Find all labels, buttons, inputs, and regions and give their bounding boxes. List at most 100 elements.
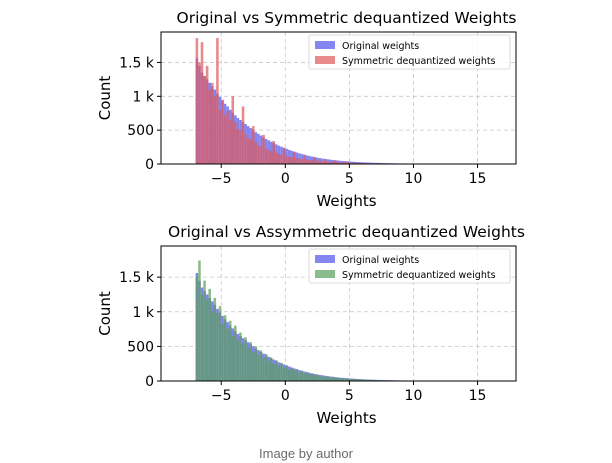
histogram-bar — [308, 159, 311, 164]
chart-bottom: −5 0 5 10 15 0 500 1 k 1.5 k Original vs Assymmet… — [96, 223, 525, 427]
histogram-bar — [216, 38, 219, 164]
histogram-bar — [305, 372, 309, 381]
chart-top: −5 0 5 10 15 0 500 1 k 1.5 k Original vs Symmetri… — [96, 9, 519, 210]
y-tick-label: 0 — [145, 374, 154, 390]
x-tick-label: 5 — [345, 171, 354, 187]
histogram-bar — [249, 139, 252, 164]
histogram-bar — [326, 376, 329, 381]
legend-swatch — [315, 255, 335, 263]
histogram-bar — [223, 115, 227, 164]
histogram-bar — [359, 162, 363, 164]
histogram-bar — [346, 161, 350, 164]
histogram-bar — [203, 76, 206, 164]
histogram-bar — [282, 367, 286, 381]
histogram-bar — [336, 160, 340, 164]
chart-title: Original vs Assymmetric dequantized Weig… — [168, 223, 525, 241]
histogram-bar — [226, 328, 229, 381]
histogram-bar — [200, 42, 204, 164]
histogram-bar — [275, 152, 278, 164]
histogram-bar — [293, 151, 296, 164]
histogram-bar — [282, 148, 286, 164]
histogram-bar — [208, 288, 211, 381]
histogram-bar — [344, 378, 347, 381]
histogram-bar — [380, 162, 383, 164]
histogram-bar — [239, 332, 242, 381]
histogram-bar — [267, 150, 270, 164]
histogram-bar — [300, 370, 304, 381]
histogram-bar — [257, 145, 260, 164]
y-tick-label: 500 — [127, 123, 154, 139]
histogram-bar — [339, 162, 342, 164]
series-1 — [195, 38, 519, 164]
x-tick-label: 0 — [281, 171, 290, 187]
histogram-bar — [272, 140, 276, 164]
histogram-bar — [328, 377, 332, 381]
x-tick-label: −5 — [211, 171, 232, 187]
histogram-bar — [362, 162, 365, 164]
x-tick-label: 15 — [469, 171, 487, 187]
histogram-bar — [313, 375, 317, 381]
x-tick-label: 10 — [405, 388, 423, 404]
histogram-bar — [364, 162, 368, 164]
histogram-bar — [367, 379, 370, 381]
histogram-bar — [341, 160, 345, 164]
histogram-bar — [351, 162, 355, 164]
image-caption: Image by author — [259, 446, 353, 461]
histogram-bar — [195, 38, 199, 164]
histogram-bar — [372, 379, 376, 381]
histogram-bar — [213, 297, 217, 381]
histogram-bar — [313, 157, 317, 164]
histogram-bar — [346, 378, 350, 381]
histogram-bar — [362, 379, 365, 381]
histogram-bar — [303, 155, 306, 164]
histogram-bar — [246, 138, 250, 164]
histogram-bar — [316, 374, 319, 381]
histogram-bar — [328, 161, 332, 164]
histogram-bar — [334, 378, 337, 381]
histogram-bar — [264, 148, 268, 164]
histogram-bar — [344, 161, 347, 164]
legend: Original weights Symmetric dequantized we… — [308, 248, 511, 284]
histogram-bar — [234, 122, 237, 164]
histogram-bar — [372, 162, 376, 164]
histogram-bar — [364, 379, 368, 381]
histogram-bar — [262, 358, 265, 381]
legend-label: Symmetric dequantized weights — [342, 270, 496, 281]
histogram-bar — [369, 162, 373, 164]
histogram-bar — [367, 162, 370, 164]
histogram-bar — [334, 160, 337, 164]
histogram-bar — [264, 354, 268, 381]
histogram-bar — [251, 126, 255, 164]
histogram-bar — [300, 158, 304, 164]
legend-swatch — [315, 56, 335, 64]
histogram-bar — [234, 325, 237, 381]
histogram-bar — [290, 367, 294, 381]
histogram-bar — [321, 158, 324, 164]
histogram-bar — [203, 280, 206, 381]
histogram-bar — [244, 134, 247, 164]
histogram-bar — [221, 324, 224, 381]
legend-swatch — [315, 270, 335, 278]
histogram-bar — [254, 346, 258, 381]
histogram-bar — [210, 82, 214, 164]
histogram-bar — [216, 313, 219, 381]
histogram-bar — [331, 161, 335, 164]
legend-box — [308, 34, 511, 70]
histogram-bar — [323, 376, 327, 381]
histogram-bar — [351, 378, 355, 381]
histogram-bar — [323, 159, 327, 164]
histogram-bar — [351, 161, 355, 164]
plot-frame — [160, 31, 517, 165]
histogram-bar — [377, 162, 381, 164]
histogram-bar — [269, 357, 273, 381]
histogram-bar — [359, 379, 363, 381]
histogram-bar — [236, 339, 240, 381]
histogram-bar — [228, 320, 232, 381]
histogram-bar — [326, 161, 329, 164]
x-tick-label: 5 — [345, 388, 354, 404]
histogram-bar — [213, 96, 217, 164]
histogram-bar — [241, 106, 245, 164]
histogram-bar — [308, 374, 311, 381]
histogram-bar — [349, 162, 352, 164]
histogram-bar — [328, 159, 332, 164]
